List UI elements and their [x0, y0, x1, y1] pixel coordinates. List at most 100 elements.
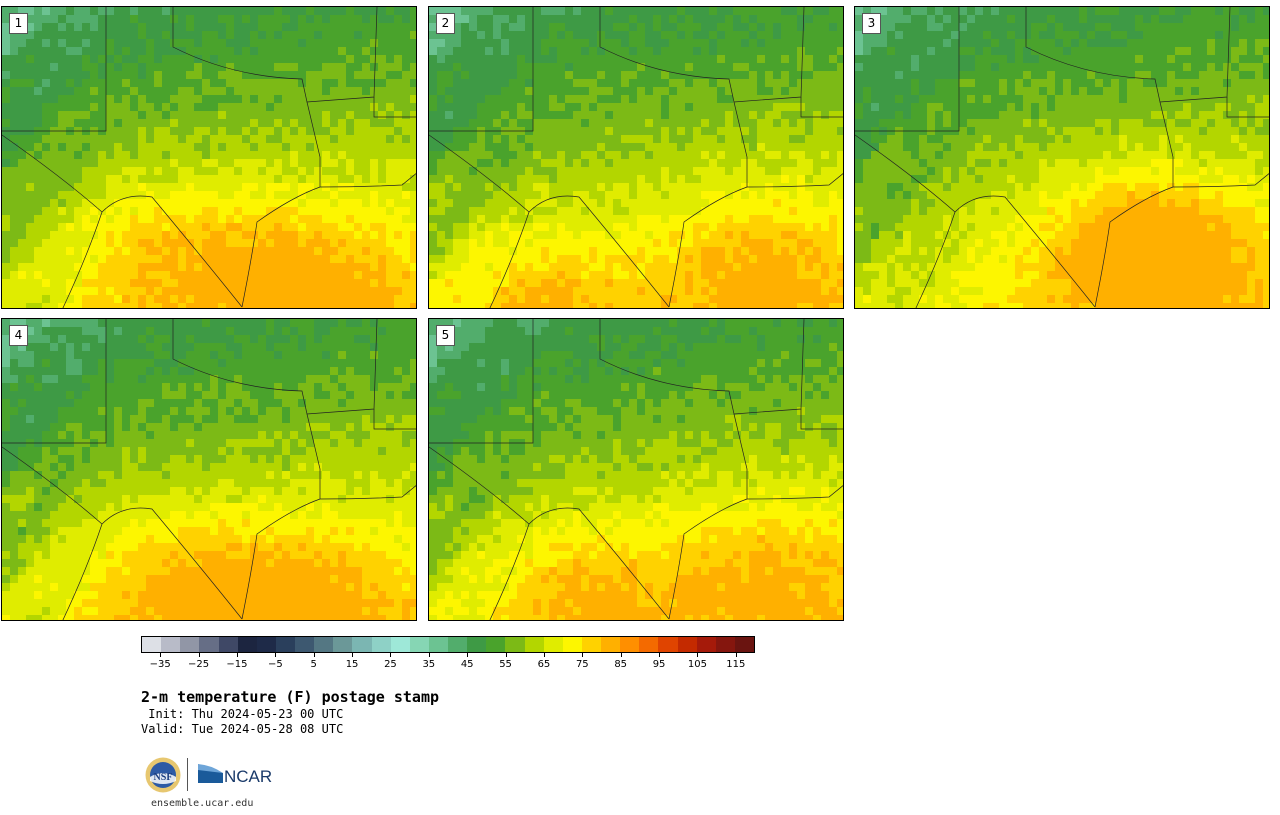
colorbar-tick — [160, 653, 162, 657]
colorbar-tick-label: 115 — [726, 659, 746, 670]
colorbar-tick — [428, 653, 430, 657]
temperature-map — [855, 7, 1269, 308]
boundary-line — [429, 319, 534, 444]
boundary-line — [2, 7, 107, 132]
boundary-line — [489, 211, 530, 308]
site-url: ensemble.ucar.edu — [151, 798, 254, 809]
boundary-line — [172, 319, 378, 415]
map-panel-5: 5 — [428, 318, 844, 621]
colorbar-swatch — [371, 637, 391, 652]
colorbar-tick — [352, 653, 354, 657]
boundary-line — [668, 485, 843, 620]
colorbar-tick-label: −35 — [149, 659, 171, 670]
colorbar-tick — [275, 653, 277, 657]
colorbar-tick — [543, 653, 545, 657]
colorbar-swatch — [620, 637, 640, 652]
colorbar-swatch — [734, 637, 754, 652]
temperature-field — [2, 319, 416, 620]
colorbar-tick-label: 35 — [422, 659, 436, 670]
colorbar-swatch — [161, 637, 181, 652]
colorbar-swatch — [658, 637, 678, 652]
boundary-line — [241, 173, 416, 308]
colorbar-swatch — [218, 637, 238, 652]
boundary-line — [2, 446, 243, 620]
boundary-line — [1226, 97, 1269, 118]
temperature-field — [429, 319, 843, 620]
colorbar-swatch — [256, 637, 276, 652]
colorbar-tick-label: 45 — [460, 659, 474, 670]
nsf-logo: NSF — [145, 757, 181, 793]
boundary-line — [855, 7, 960, 132]
colorbar-tick-label: 75 — [575, 659, 589, 670]
colorbar-tick-label: 105 — [687, 659, 707, 670]
boundary-line — [2, 134, 243, 308]
colorbar-swatch — [677, 637, 697, 652]
temperature-field — [2, 7, 416, 308]
colorbar-swatch — [715, 637, 735, 652]
colorbar-tick — [697, 653, 699, 657]
colorbar-tick — [505, 653, 507, 657]
colorbar-swatch — [639, 637, 659, 652]
colorbar-tick — [390, 653, 392, 657]
colorbar-swatch — [486, 637, 506, 652]
colorbar-tick-label: −25 — [188, 659, 210, 670]
boundary-line — [915, 211, 956, 308]
boundary-line — [733, 101, 748, 187]
colorbar-swatch — [505, 637, 525, 652]
boundary-line — [800, 409, 843, 430]
colorbar-tick-label: 65 — [537, 659, 551, 670]
colorbar-tick — [198, 653, 200, 657]
colorbar-swatch — [275, 637, 295, 652]
colorbar-swatch — [696, 637, 716, 652]
colorbar-swatch — [601, 637, 621, 652]
colorbar-swatch — [390, 637, 410, 652]
boundary-line — [429, 7, 534, 132]
colorbar-tick-label: −5 — [267, 659, 283, 670]
temperature-field — [429, 7, 843, 308]
boundary-line — [1025, 7, 1231, 103]
boundary-line — [599, 7, 805, 103]
map-panel-3: 3 — [854, 6, 1270, 309]
init-time: Init: Thu 2024-05-23 00 UTC — [141, 707, 344, 721]
colorbar-tick — [659, 653, 661, 657]
colorbar-tick-label: 5 — [310, 659, 317, 670]
boundary-line — [733, 413, 748, 499]
colorbar-tick — [236, 653, 238, 657]
panel-label: 1 — [9, 13, 28, 34]
temperature-map — [429, 319, 843, 620]
colorbar-swatch — [295, 637, 315, 652]
boundary-line — [306, 413, 321, 499]
panel-label: 2 — [436, 13, 455, 34]
map-panel-2: 2 — [428, 6, 844, 309]
colorbar-tick — [582, 653, 584, 657]
boundary-line — [373, 409, 416, 430]
colorbar-swatch — [333, 637, 353, 652]
panel-label: 3 — [862, 13, 881, 34]
colorbar-swatch — [428, 637, 448, 652]
boundary-line — [172, 7, 378, 103]
valid-time: Valid: Tue 2024-05-28 08 UTC — [141, 722, 344, 736]
boundary-line — [62, 523, 103, 620]
colorbar-tick — [620, 653, 622, 657]
colorbar-tick-label: 25 — [384, 659, 397, 670]
colorbar-swatch — [581, 637, 601, 652]
colorbar-swatch — [237, 637, 257, 652]
colorbar-swatch — [543, 637, 563, 652]
colorbar-swatch — [448, 637, 468, 652]
boundary-line — [306, 101, 321, 187]
ncar-logo-text: NCAR — [224, 767, 272, 785]
boundary-line — [429, 134, 670, 308]
boundary-line — [489, 523, 530, 620]
colorbar-tick-label: −15 — [226, 659, 248, 670]
colorbar-tick-label: 55 — [499, 659, 512, 670]
map-panel-4: 4 — [1, 318, 417, 621]
colorbar-swatch — [314, 637, 334, 652]
boundary-line — [599, 319, 805, 415]
colorbar-tick-label: 15 — [345, 659, 359, 670]
colorbar-tick-label: 85 — [614, 659, 628, 670]
colorbar-swatch — [352, 637, 372, 652]
boundary-line — [241, 485, 416, 620]
boundary-line — [2, 319, 107, 444]
colorbar-swatch — [180, 637, 200, 652]
boundary-line — [373, 97, 416, 118]
